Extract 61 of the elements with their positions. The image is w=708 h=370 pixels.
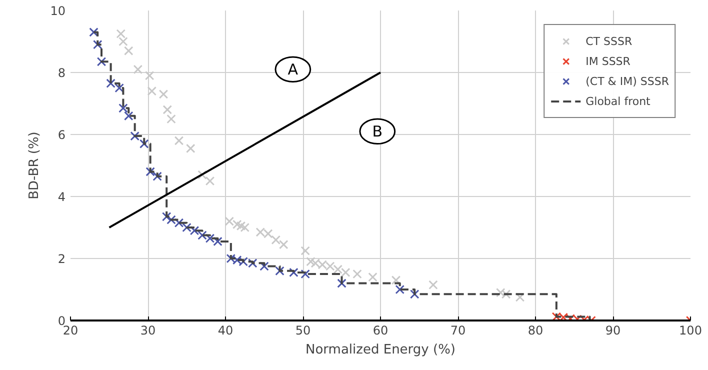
point [130, 131, 140, 141]
x-tick-label: 80 [528, 324, 544, 338]
point [205, 176, 215, 186]
y-tick-label: 10 [50, 4, 66, 18]
y-tick-label: 2 [58, 252, 66, 266]
point [139, 139, 149, 148]
x-tick-label: 60 [372, 324, 388, 338]
point [275, 266, 284, 276]
point [106, 78, 116, 88]
point [144, 70, 154, 80]
point [428, 280, 438, 290]
point [166, 114, 176, 124]
point [300, 246, 310, 256]
y-tick-label: 8 [58, 66, 66, 80]
point [152, 172, 162, 181]
x-tick-label: 30 [140, 324, 156, 338]
point [337, 278, 346, 288]
legend-label: (CT & IM) SSSR [586, 74, 669, 88]
legend-label: CT SSSR [586, 34, 632, 48]
point [118, 104, 128, 113]
x-tick-label: 90 [605, 324, 621, 338]
point [186, 144, 196, 154]
point [116, 29, 126, 38]
y-axis-title: BD-BR (%) [27, 132, 42, 200]
x-tick-label: 70 [450, 324, 466, 338]
x-tick-label: 100 [679, 324, 702, 338]
point [391, 276, 401, 285]
point [147, 86, 157, 96]
point [114, 83, 124, 93]
point [368, 272, 378, 282]
point [96, 57, 106, 66]
x-tick-label: 50 [295, 324, 311, 338]
point [162, 212, 172, 222]
point [352, 269, 362, 279]
point [236, 221, 246, 231]
point [158, 90, 168, 99]
point [278, 240, 288, 250]
annotation: A [288, 60, 299, 78]
point [133, 64, 143, 74]
y-tick-label: 6 [58, 128, 66, 142]
point [118, 36, 128, 46]
point [146, 167, 155, 176]
x-tick-label: 20 [62, 324, 78, 338]
x-axis-title: Normalized Energy (%) [306, 342, 456, 358]
point [162, 105, 172, 114]
point [410, 290, 420, 299]
point [271, 235, 281, 245]
point [92, 40, 102, 50]
point [198, 170, 207, 180]
point [124, 111, 134, 121]
point [124, 46, 134, 56]
point [289, 268, 298, 278]
point [395, 284, 405, 294]
y-tick-label: 4 [58, 190, 66, 204]
x-tick-label: 40 [218, 324, 234, 338]
annotation: B [372, 122, 383, 140]
legend-label: IM SSSR [586, 54, 630, 68]
point [174, 136, 184, 146]
point [300, 269, 310, 279]
point [89, 28, 98, 37]
legend-label: Global front [586, 94, 650, 108]
